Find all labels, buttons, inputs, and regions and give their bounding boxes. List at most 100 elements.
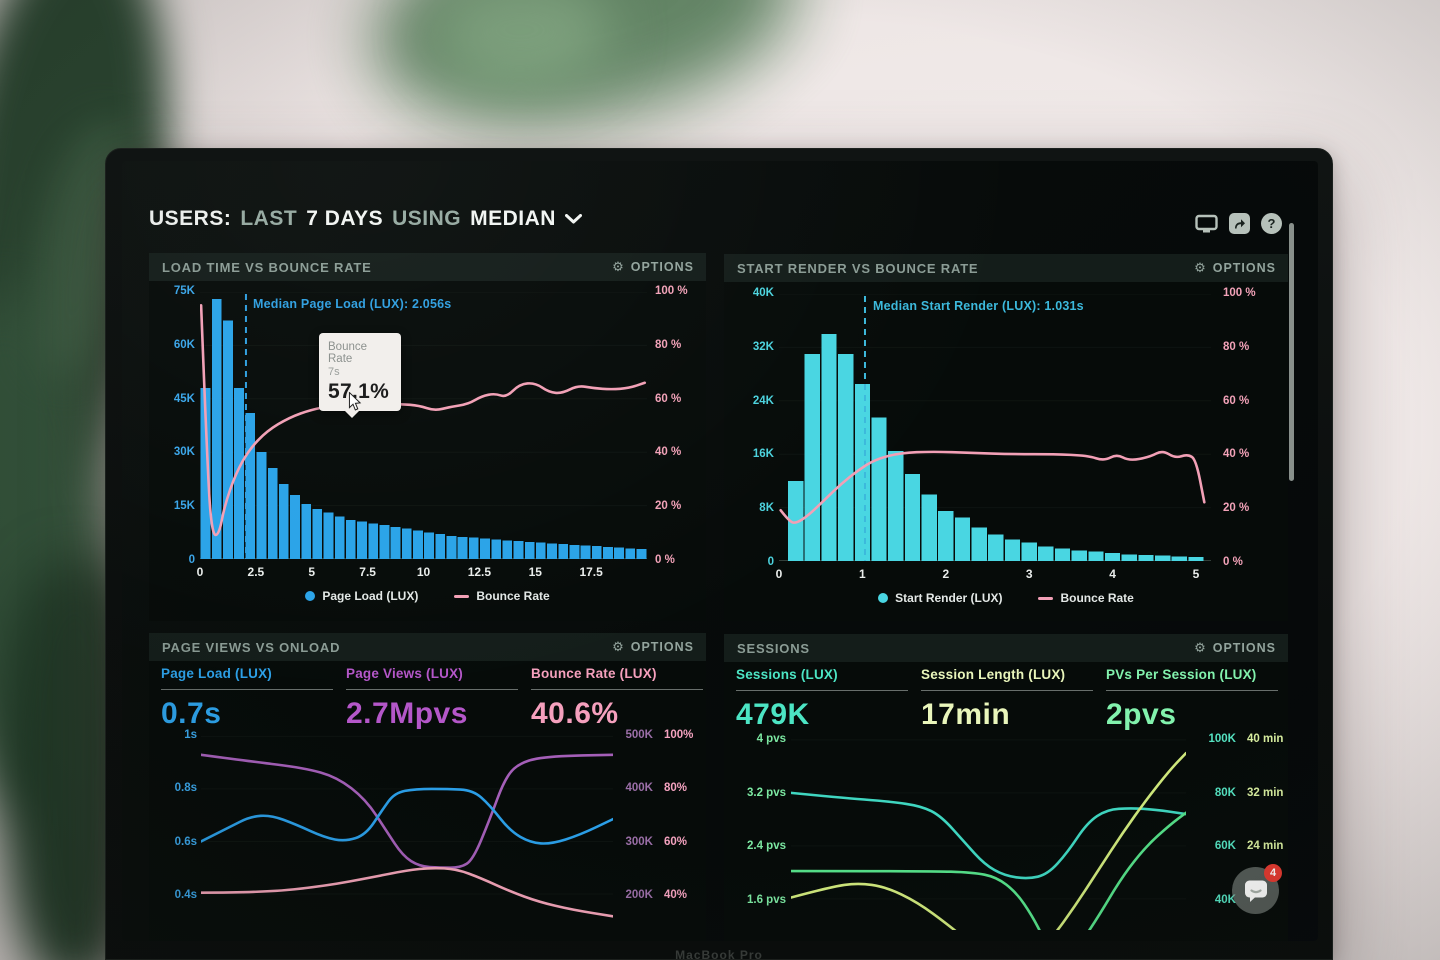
tick-label: 0.4s xyxy=(174,888,197,901)
start-render-chart[interactable] xyxy=(779,294,1211,561)
tick-row: 60K 24 min xyxy=(1196,840,1284,852)
tick-label: 0 xyxy=(775,567,783,581)
metric-label: PVs Per Session (LUX) xyxy=(1106,667,1278,691)
laptop: USERS: LAST 7 DAYS USING MEDIAN ? xyxy=(105,148,1333,960)
legend: Start Render (LUX) Bounce Rate xyxy=(724,591,1288,605)
tick-label: 45K xyxy=(173,392,195,405)
tick-label: 60 % xyxy=(1223,394,1250,407)
tick-label: 100% xyxy=(664,729,694,741)
users-period-dropdown[interactable]: USERS: LAST 7 DAYS USING MEDIAN xyxy=(149,207,582,231)
legend-label: Start Render (LUX) xyxy=(895,591,1003,605)
metric-value: 0.7s xyxy=(161,697,222,730)
left-axis: 1s 0.8s 0.6s 0.4s xyxy=(155,729,197,901)
x-axis: 0 2.5 5 7.5 10 12.5 15 17.5 xyxy=(196,565,647,581)
options-label: OPTIONS xyxy=(1212,641,1276,655)
scrollbar[interactable] xyxy=(1289,223,1294,481)
metric-label: Session Length (LUX) xyxy=(921,667,1093,691)
load-time-chart[interactable] xyxy=(200,292,647,559)
options-button[interactable]: ⚙ OPTIONS xyxy=(1194,261,1276,275)
chat-button[interactable]: 4 xyxy=(1232,864,1282,914)
tick-label: 80 % xyxy=(655,338,682,351)
metric-pvs-per-session: PVs Per Session (LUX) 2pvs xyxy=(1106,667,1278,732)
tick-label: 60 % xyxy=(655,392,682,405)
right-axis: 500K 100% 400K 80% 300K 60% 200K 40% xyxy=(613,729,694,901)
tick-label: 12.5 xyxy=(467,565,492,579)
legend-item: Bounce Rate xyxy=(1038,591,1134,605)
tick-label: 2.5 xyxy=(247,565,265,579)
tick-row: 400K 80% xyxy=(613,782,693,794)
tick-label: 60% xyxy=(664,835,688,848)
page-views-chart[interactable] xyxy=(201,718,613,931)
tick-label: 10 xyxy=(416,565,431,579)
gear-icon: ⚙ xyxy=(612,259,625,275)
tick-label: 24K xyxy=(752,394,774,407)
tick-row: 80K 32 min xyxy=(1196,787,1284,799)
chat-icon xyxy=(1244,880,1267,902)
legend-item: Bounce Rate xyxy=(454,589,550,603)
options-button[interactable]: ⚙ OPTIONS xyxy=(612,260,694,274)
panel-title: LOAD TIME VS BOUNCE RATE xyxy=(162,259,372,275)
tick-label: 400K xyxy=(625,782,654,795)
metric-value: 2.7Mpvs xyxy=(346,697,468,730)
tick-label: 8K xyxy=(759,502,774,515)
left-axis: 4 pvs 3.2 pvs 2.4 pvs 1.6 pvs xyxy=(732,733,786,906)
median-annotation: Median Start Render (LUX): 1.031s xyxy=(873,299,1084,313)
tick-label: 80% xyxy=(664,782,688,795)
panel-start-render-vs-bounce-rate: START RENDER VS BOUNCE RATE ⚙ OPTIONS 40… xyxy=(724,254,1288,621)
tooltip-series: Bounce Rate xyxy=(328,341,368,365)
plant-leaf xyxy=(355,0,815,156)
tick-label: 20 % xyxy=(1223,502,1250,515)
share-button[interactable] xyxy=(1229,213,1250,234)
tick-label: 0.6s xyxy=(174,835,197,848)
metric-page-views: Page Views (LUX) 2.7Mpvs xyxy=(346,666,518,731)
tick-label: 7.5 xyxy=(359,565,376,579)
tick-label: 30K xyxy=(173,446,195,459)
tick-label: 200K xyxy=(625,888,654,901)
tick-row: 40K xyxy=(1196,894,1283,906)
tick-label: 16K xyxy=(752,448,774,461)
help-button[interactable]: ? xyxy=(1261,213,1282,234)
tick-label: 1s xyxy=(184,729,197,741)
tick-label: 75K xyxy=(173,285,195,297)
panel-header: SESSIONS ⚙ OPTIONS xyxy=(724,634,1288,662)
display-button[interactable] xyxy=(1195,214,1218,234)
tick-label: 60K xyxy=(173,338,195,351)
display-icon xyxy=(1195,214,1218,232)
right-axis: 100 % 80 % 60 % 40 % 20 % 0 % xyxy=(655,285,703,566)
title-using: USING xyxy=(392,207,462,230)
options-button[interactable]: ⚙ OPTIONS xyxy=(612,640,694,654)
tick-label: 32K xyxy=(752,340,774,353)
tick-label: 0.8s xyxy=(174,782,197,795)
legend-item: Start Render (LUX) xyxy=(878,591,1002,605)
legend-label: Bounce Rate xyxy=(476,589,550,603)
panel-title: PAGE VIEWS VS ONLOAD xyxy=(162,639,341,655)
tick-label: 0 % xyxy=(1223,555,1243,568)
title-users: USERS: xyxy=(149,207,232,230)
metric-bounce-rate: Bounce Rate (LUX) 40.6% xyxy=(531,666,703,731)
panel-sessions: SESSIONS ⚙ OPTIONS Sessions (LUX) 479K S… xyxy=(724,634,1288,941)
dashboard-screen: USERS: LAST 7 DAYS USING MEDIAN ? xyxy=(122,161,1318,941)
options-button[interactable]: ⚙ OPTIONS xyxy=(1194,641,1276,655)
left-axis: 40K 32K 24K 16K 8K 0 xyxy=(728,287,774,568)
title-median: MEDIAN xyxy=(470,207,556,230)
tick-label: 300K xyxy=(625,835,654,848)
panel-header: LOAD TIME VS BOUNCE RATE ⚙ OPTIONS xyxy=(149,253,706,281)
median-annotation: Median Page Load (LUX): 2.056s xyxy=(253,297,452,311)
left-axis: 75K 60K 45K 30K 15K 0 xyxy=(151,285,195,566)
title-last: LAST xyxy=(240,207,298,230)
options-label: OPTIONS xyxy=(630,640,694,654)
tick-label: 20 % xyxy=(655,500,682,513)
tick-label: 100K xyxy=(1208,733,1237,745)
tick-label: 40% xyxy=(664,888,688,901)
legend-dot-icon xyxy=(305,591,316,601)
tick-label: 0 xyxy=(196,565,204,579)
laptop-brand: MacBook Pro xyxy=(675,948,763,960)
tick-row: 500K 100% xyxy=(613,729,694,741)
metric-label: Page Views (LUX) xyxy=(346,666,518,690)
tick-label: 0 xyxy=(767,555,774,568)
options-label: OPTIONS xyxy=(630,260,694,274)
tick-label: 0 % xyxy=(655,553,675,566)
tick-label: 5 xyxy=(308,565,316,579)
metric-page-load: Page Load (LUX) 0.7s xyxy=(161,666,333,731)
sessions-chart[interactable] xyxy=(791,720,1186,930)
